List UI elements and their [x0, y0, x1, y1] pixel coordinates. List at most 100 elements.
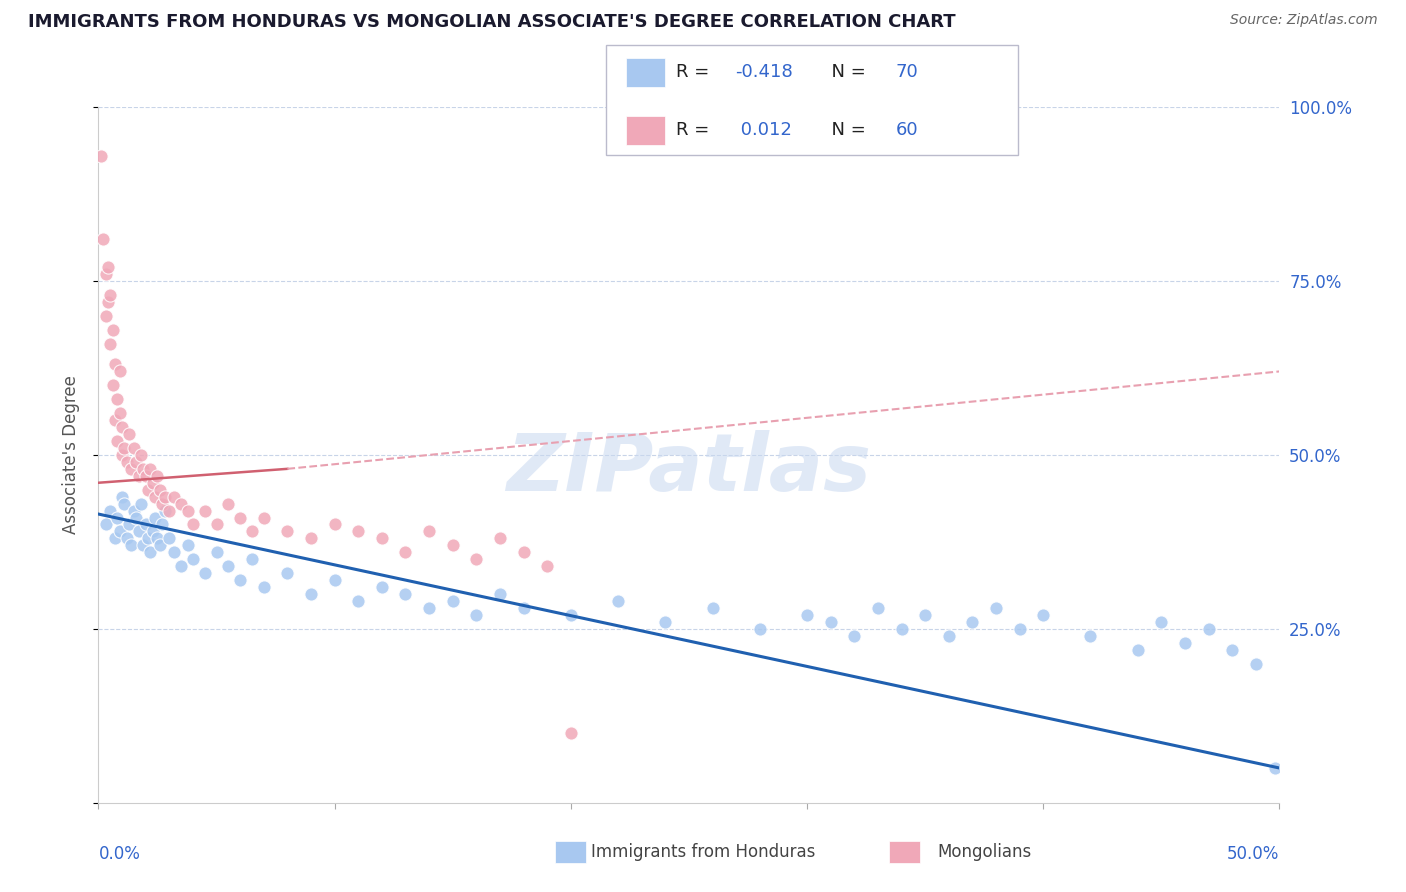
- Text: 0.0%: 0.0%: [98, 845, 141, 863]
- Text: R =: R =: [676, 63, 716, 81]
- Point: [465, 607, 488, 622]
- Point: [323, 573, 346, 587]
- Point: [194, 503, 217, 517]
- Point: [135, 517, 157, 532]
- Point: [111, 490, 134, 504]
- Point: [229, 573, 252, 587]
- Point: [914, 607, 936, 622]
- Point: [115, 532, 138, 546]
- Point: [240, 524, 263, 539]
- Point: [371, 532, 394, 546]
- Point: [104, 358, 127, 372]
- Point: [253, 580, 276, 594]
- Point: [217, 559, 239, 574]
- Point: [112, 497, 135, 511]
- Point: [142, 475, 165, 490]
- Point: [465, 552, 488, 566]
- Point: [866, 601, 889, 615]
- Point: [1244, 657, 1267, 671]
- Point: [1126, 642, 1149, 657]
- Text: -0.418: -0.418: [735, 63, 793, 81]
- Text: 70: 70: [896, 63, 918, 81]
- Point: [441, 538, 464, 552]
- Point: [170, 497, 193, 511]
- Point: [323, 517, 346, 532]
- Point: [418, 601, 440, 615]
- Point: [1198, 622, 1220, 636]
- Point: [146, 468, 169, 483]
- Point: [128, 524, 150, 539]
- Point: [94, 309, 117, 323]
- Point: [844, 629, 866, 643]
- Point: [512, 545, 534, 559]
- Point: [111, 448, 134, 462]
- Point: [105, 434, 128, 448]
- Point: [153, 490, 176, 504]
- Text: ZIPatlas: ZIPatlas: [506, 430, 872, 508]
- Point: [536, 559, 558, 574]
- Y-axis label: Associate's Degree: Associate's Degree: [62, 376, 80, 534]
- Point: [796, 607, 818, 622]
- Text: 50.0%: 50.0%: [1227, 845, 1279, 863]
- Point: [1150, 615, 1173, 629]
- Text: N =: N =: [820, 121, 872, 139]
- Point: [163, 545, 186, 559]
- Point: [125, 510, 148, 524]
- Point: [194, 566, 217, 581]
- Point: [1220, 642, 1243, 657]
- Point: [560, 726, 582, 740]
- Point: [938, 629, 960, 643]
- Point: [441, 594, 464, 608]
- Point: [181, 552, 204, 566]
- Text: 60: 60: [896, 121, 918, 139]
- Point: [177, 538, 200, 552]
- Point: [702, 601, 724, 615]
- Point: [1032, 607, 1054, 622]
- Point: [104, 532, 127, 546]
- Point: [607, 594, 630, 608]
- Point: [299, 532, 322, 546]
- Point: [136, 532, 159, 546]
- Point: [129, 497, 152, 511]
- Point: [115, 455, 138, 469]
- Point: [984, 601, 1007, 615]
- Point: [101, 378, 124, 392]
- Point: [489, 532, 512, 546]
- Point: [143, 510, 166, 524]
- Point: [489, 587, 512, 601]
- Point: [111, 420, 134, 434]
- Point: [146, 532, 169, 546]
- Point: [98, 288, 121, 302]
- Point: [394, 545, 416, 559]
- Point: [125, 455, 148, 469]
- Text: R =: R =: [676, 121, 716, 139]
- Point: [205, 517, 228, 532]
- Point: [90, 149, 112, 163]
- Point: [150, 497, 173, 511]
- Point: [276, 524, 298, 539]
- Point: [139, 545, 162, 559]
- Point: [170, 559, 193, 574]
- Point: [97, 260, 120, 274]
- Point: [1008, 622, 1031, 636]
- Point: [105, 392, 128, 407]
- Point: [129, 448, 152, 462]
- Text: IMMIGRANTS FROM HONDURAS VS MONGOLIAN ASSOCIATE'S DEGREE CORRELATION CHART: IMMIGRANTS FROM HONDURAS VS MONGOLIAN AS…: [28, 13, 956, 31]
- Point: [118, 427, 141, 442]
- Point: [748, 622, 770, 636]
- Point: [240, 552, 263, 566]
- Point: [91, 232, 114, 246]
- Point: [371, 580, 394, 594]
- Point: [139, 462, 162, 476]
- Point: [149, 538, 172, 552]
- Point: [150, 517, 173, 532]
- Point: [299, 587, 322, 601]
- Point: [122, 441, 145, 455]
- Point: [135, 468, 157, 483]
- Point: [181, 517, 204, 532]
- Text: N =: N =: [820, 63, 872, 81]
- Point: [149, 483, 172, 497]
- Point: [132, 538, 155, 552]
- Point: [105, 510, 128, 524]
- Point: [157, 532, 180, 546]
